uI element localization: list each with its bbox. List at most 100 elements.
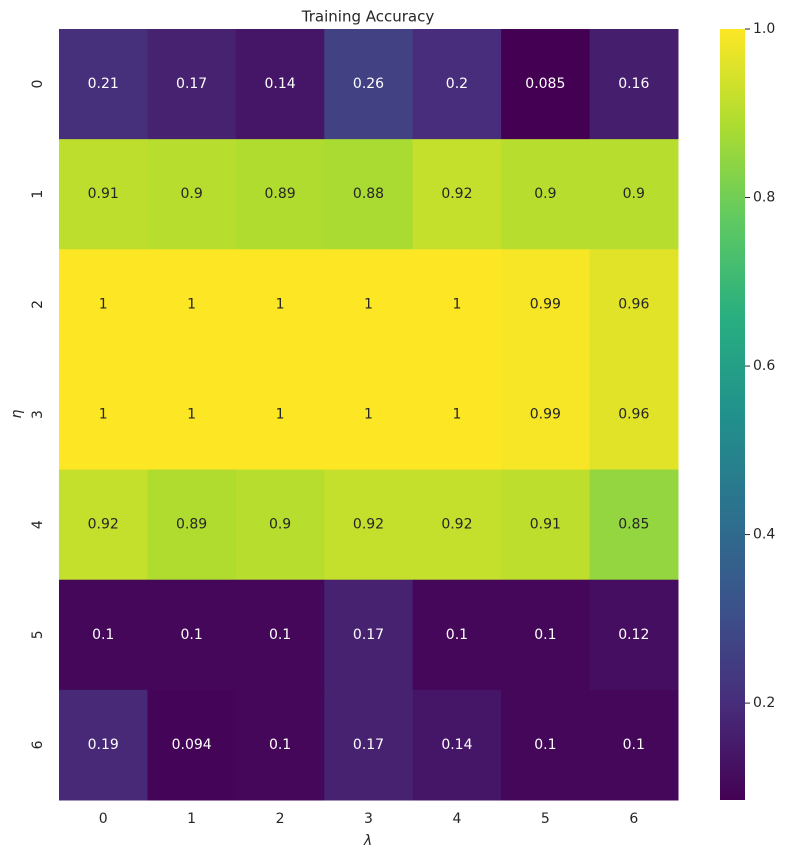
heatmap-cell [147,469,237,581]
cell-label: 0.92 [441,186,472,202]
cell-label: 0.1 [269,627,291,643]
colorbar-tick-label: 0.6 [753,358,775,374]
heatmap-cell [147,29,237,140]
heatmap-cell [324,579,414,691]
x-axis-label: λ [363,833,372,849]
cell-label: 0.92 [353,517,384,533]
colorbar-tick-label: 0.2 [753,695,775,711]
heatmap-cell [412,689,502,801]
heatmap-cell [589,579,679,691]
cell-label: 0.1 [269,737,291,753]
heatmap-cell [412,249,502,360]
cell-label: 0.17 [353,737,384,753]
heatmap-cell [59,249,148,360]
cell-label: 0.1 [534,737,556,753]
heatmap-cell [501,359,591,471]
cell-label: 0.91 [530,517,561,533]
heatmap-cell [589,249,679,360]
cell-label: 0.9 [269,517,291,533]
cell-label: 0.99 [530,407,561,423]
heatmap-cell [147,579,237,691]
cell-label: 1 [187,296,196,312]
cell-label: 0.1 [623,737,645,753]
y-tick-label: 6 [30,740,46,749]
x-tick-label: 6 [629,811,638,827]
cell-label: 0.96 [618,296,649,312]
heatmap-cell [324,359,414,471]
y-tick-label: 3 [30,410,46,419]
heatmap-cell [147,359,237,471]
heatmap-cell [235,469,325,581]
heatmap-cell [324,29,414,140]
heatmap-cell [147,249,237,360]
heatmap-cell [501,469,591,581]
y-tick-label: 4 [30,520,46,529]
cell-label: 0.89 [176,517,207,533]
cell-label: 0.85 [618,517,649,533]
heatmap-cell [235,579,325,691]
heatmap-cell [59,139,148,250]
heatmap-cell [59,689,148,801]
heatmap-cell [589,469,679,581]
heatmap-cell [324,689,414,801]
cell-label: 0.094 [172,737,212,753]
heatmap-cell [589,689,679,801]
heatmap-cell [324,249,414,360]
colorbar-tick-label: 1.0 [753,21,775,37]
heatmap-cell [235,249,325,360]
cell-label: 0.1 [181,627,203,643]
cell-label: 0.17 [353,627,384,643]
x-tick-label: 3 [364,811,373,827]
cell-label: 0.1 [534,627,556,643]
heatmap-cell [147,139,237,250]
heatmap-cell [589,29,679,140]
cell-label: 0.14 [441,737,472,753]
y-tick-label: 0 [30,80,46,89]
colorbar-tick-label: 0.8 [753,190,775,206]
cell-label: 0.9 [534,186,556,202]
heatmap-cell [59,579,148,691]
y-tick-label: 2 [30,300,46,309]
heatmap-cell [501,139,591,250]
heatmap-cell [412,579,502,691]
cell-label: 0.1 [92,627,114,643]
heatmap-cell [59,359,148,471]
cell-label: 0.17 [176,76,207,92]
y-tick-label: 1 [30,190,46,199]
cell-label: 0.9 [181,186,203,202]
cell-label: 0.12 [618,627,649,643]
heatmap-cell [235,29,325,140]
heatmap-cell [324,139,414,250]
cell-label: 0.14 [264,76,295,92]
colorbar [720,29,745,800]
heatmap-cell [589,359,679,471]
heatmap-cell [412,139,502,250]
x-tick-label: 5 [541,811,550,827]
heatmap-cell [589,139,679,250]
heatmap-cell [501,29,591,140]
chart-title: Training Accuracy [301,8,435,26]
cell-label: 1 [364,407,373,423]
cell-label: 0.91 [88,186,119,202]
heatmap-cell [235,359,325,471]
cell-label: 0.9 [623,186,645,202]
cell-label: 0.88 [353,186,384,202]
heatmap-cell [412,29,502,140]
cell-label: 0.99 [530,296,561,312]
x-tick-label: 4 [452,811,461,827]
cell-label: 0.085 [525,76,565,92]
heatmap-cell [59,469,148,581]
cell-label: 0.16 [618,76,649,92]
heatmap-cell [412,469,502,581]
heatmap-cell [324,469,414,581]
heatmap-cell [501,689,591,801]
x-tick-label: 2 [276,811,285,827]
cell-label: 0.92 [88,517,119,533]
heatmap-cell [235,689,325,801]
cell-label: 0.21 [88,76,119,92]
x-tick-label: 1 [187,811,196,827]
heatmap-cell [59,29,148,140]
heatmap-cell [501,249,591,360]
y-tick-label: 5 [30,630,46,639]
